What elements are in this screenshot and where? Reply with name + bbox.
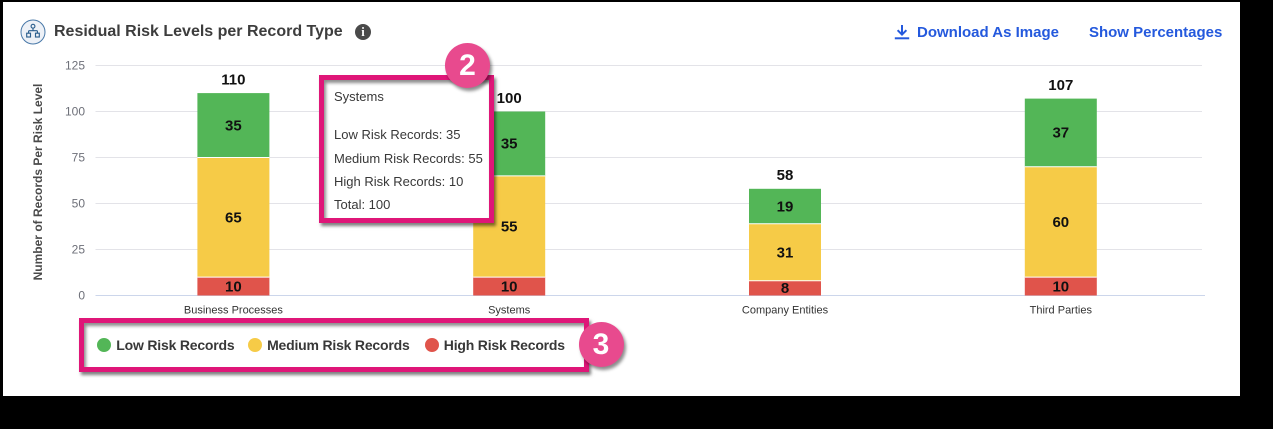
svg-text:19: 19 <box>777 198 794 215</box>
svg-text:10: 10 <box>501 278 518 295</box>
svg-text:60: 60 <box>1052 214 1069 231</box>
svg-text:0: 0 <box>78 289 85 303</box>
svg-text:Systems: Systems <box>488 305 531 317</box>
svg-text:Third Parties: Third Parties <box>1030 305 1093 317</box>
svg-text:10: 10 <box>225 278 242 295</box>
svg-text:10: 10 <box>1052 278 1069 295</box>
svg-text:65: 65 <box>225 209 242 226</box>
svg-text:8: 8 <box>781 280 789 297</box>
svg-text:31: 31 <box>777 244 794 261</box>
svg-text:25: 25 <box>72 243 86 257</box>
svg-text:110: 110 <box>221 72 245 89</box>
svg-text:107: 107 <box>1048 77 1073 94</box>
svg-text:35: 35 <box>225 117 242 134</box>
svg-text:Number of Records Per Risk Lev: Number of Records Per Risk Level <box>31 84 45 281</box>
svg-text:75: 75 <box>72 151 86 165</box>
svg-text:Business Processes: Business Processes <box>184 305 284 317</box>
svg-text:100: 100 <box>497 90 522 107</box>
svg-text:125: 125 <box>65 59 85 73</box>
svg-text:50: 50 <box>72 197 86 211</box>
svg-text:58: 58 <box>777 167 794 184</box>
svg-text:55: 55 <box>501 219 518 236</box>
svg-text:37: 37 <box>1052 125 1069 142</box>
svg-text:Company Entities: Company Entities <box>742 305 829 317</box>
svg-text:100: 100 <box>65 105 85 119</box>
svg-text:35: 35 <box>501 136 518 153</box>
svg-text:i: i <box>361 25 365 39</box>
